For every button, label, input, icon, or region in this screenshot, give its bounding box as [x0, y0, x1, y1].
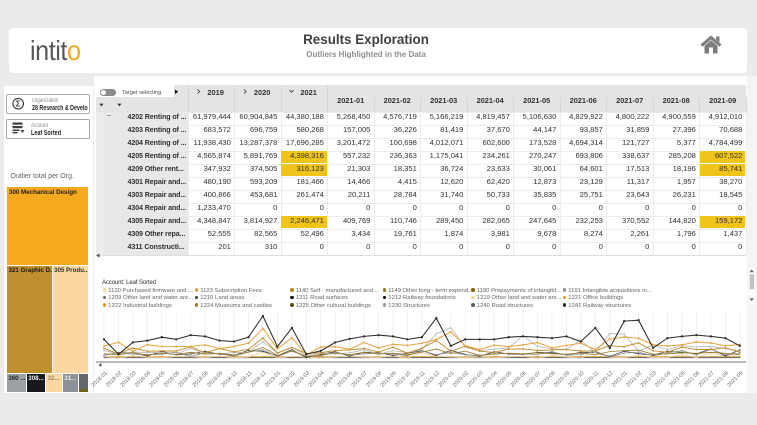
- svg-text:2021-09: 2021-09: [726, 370, 744, 388]
- svg-text:Σ: Σ: [16, 100, 21, 109]
